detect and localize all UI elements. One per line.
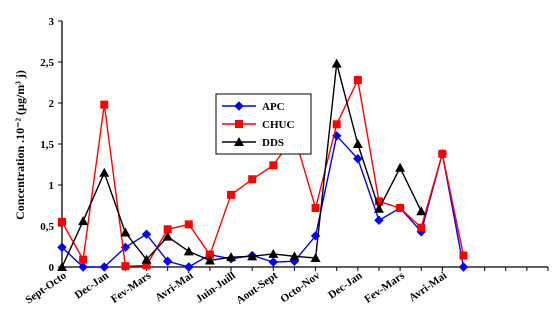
y-axis-label: Concentration .10⁻² (µg/m³ j) [13, 70, 27, 220]
data-point [289, 251, 300, 261]
x-tick-label: Octo-Nov [278, 269, 322, 305]
data-point [141, 229, 152, 239]
x-tick-label: Sept-Octo [23, 269, 69, 306]
data-point [268, 248, 279, 258]
data-point [458, 262, 469, 272]
data-point [353, 76, 362, 85]
x-tick-label: Aout-Sept [234, 269, 280, 306]
data-point [396, 203, 405, 212]
x-tick-label: Dec-Jan [73, 270, 111, 302]
data-point [99, 262, 109, 272]
legend-swatch-marker [234, 101, 244, 111]
data-point [57, 242, 67, 253]
y-tick-label: 0 [49, 262, 55, 274]
series-layer [57, 58, 469, 272]
x-tick-label: Fev-Mars [362, 269, 407, 306]
legend-label: DDS [262, 137, 284, 149]
y-axis-ticks: 0 0,5 1 1,5 2 2,5 3 [40, 16, 62, 274]
data-point [141, 254, 152, 264]
x-tick-label: Dec-Jan [326, 270, 364, 302]
data-point [79, 255, 88, 264]
data-point [162, 256, 173, 266]
data-point [269, 161, 278, 170]
data-point [310, 252, 321, 262]
data-point [142, 261, 151, 270]
data-point [162, 231, 173, 241]
data-point [311, 203, 320, 212]
data-point [374, 197, 383, 206]
series-line [61, 63, 422, 268]
legend-swatch-marker [234, 137, 244, 146]
data-point [352, 139, 363, 148]
legend-label: APC [262, 101, 285, 113]
data-point [204, 255, 215, 265]
legend: APC CHUC DDS [215, 93, 312, 155]
data-point [247, 251, 258, 261]
legend-swatch-marker [235, 120, 243, 128]
x-tick-label: Fev-Mars [109, 269, 154, 306]
data-point [57, 262, 67, 271]
data-point [184, 220, 193, 229]
data-point [163, 225, 172, 234]
y-tick-label: 3 [49, 16, 55, 28]
data-point [121, 262, 130, 271]
data-point [268, 257, 279, 267]
data-point [332, 120, 341, 129]
y-tick-label: 2 [49, 98, 55, 110]
data-point [78, 262, 88, 272]
data-point [100, 100, 109, 109]
data-point [374, 215, 384, 225]
y-tick-label: 2,5 [40, 57, 54, 69]
series-dds [57, 58, 427, 271]
y-tick-label: 1,5 [40, 139, 54, 151]
data-point [226, 252, 237, 262]
series-apc [57, 131, 469, 272]
data-point [373, 203, 384, 213]
y-tick-label: 1 [49, 180, 55, 192]
data-point [395, 162, 406, 172]
data-point [183, 246, 194, 256]
data-point [331, 58, 342, 68]
data-point [78, 216, 89, 226]
data-point [417, 223, 426, 232]
legend-label: CHUC [262, 119, 294, 131]
data-point [459, 251, 468, 260]
data-point [438, 149, 447, 158]
data-point [416, 206, 427, 216]
series-chuc [58, 76, 468, 271]
x-tick-label: Avri-Mai [153, 270, 195, 305]
data-point [120, 227, 131, 237]
x-tick-label: Avri-Mai [407, 270, 449, 305]
data-point [58, 217, 66, 226]
data-point [248, 175, 257, 184]
x-tick-label: Juin-Juill [194, 270, 238, 306]
data-point [99, 167, 110, 177]
data-point [205, 250, 214, 259]
y-tick-label: 0,5 [40, 221, 54, 233]
data-point [227, 190, 236, 199]
data-point [184, 262, 194, 272]
data-point [353, 154, 363, 164]
